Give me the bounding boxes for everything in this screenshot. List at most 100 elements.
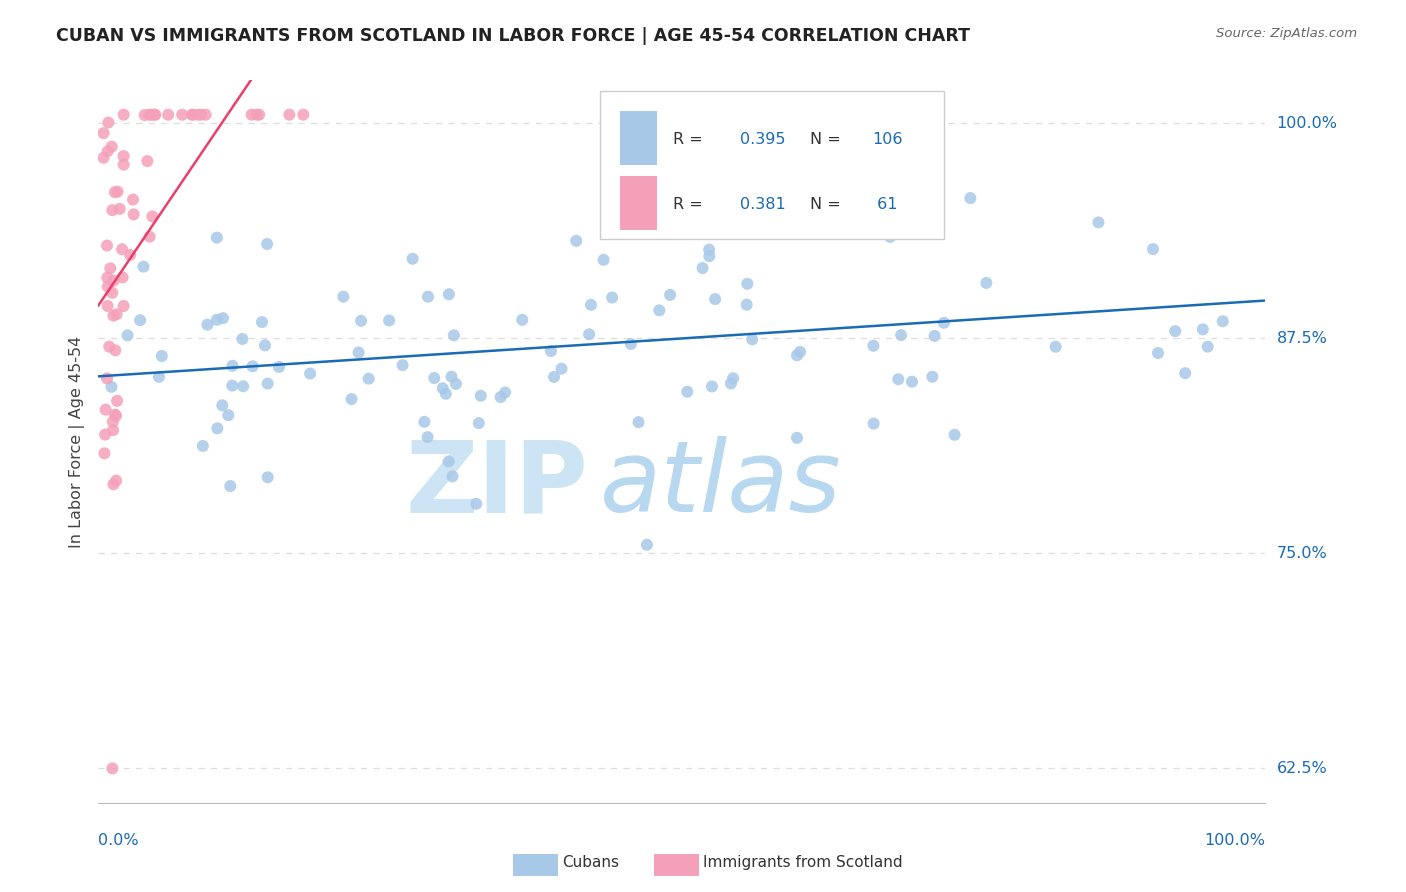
Point (799, 185, 821, 199)
Point (786, 431, 808, 445)
Point (540, 344, 562, 359)
Point (1087, 215, 1109, 229)
Point (134, 108, 156, 122)
Point (105, 474, 128, 488)
Point (101, 423, 124, 437)
Point (129, 313, 152, 327)
Text: 87.5%: 87.5% (1277, 331, 1327, 346)
Point (256, 237, 278, 252)
Point (217, 408, 239, 422)
FancyBboxPatch shape (600, 91, 945, 239)
Point (240, 108, 263, 122)
Text: 62.5%: 62.5% (1277, 761, 1327, 776)
Point (212, 311, 235, 326)
Point (221, 359, 243, 373)
Point (470, 389, 492, 403)
Point (890, 328, 912, 343)
Point (143, 108, 166, 122)
Point (416, 290, 439, 304)
Point (943, 427, 966, 442)
Point (96, 270, 118, 285)
Point (132, 260, 155, 274)
Point (143, 108, 166, 122)
Point (1142, 242, 1164, 256)
Point (636, 538, 658, 552)
Point (103, 477, 125, 491)
Point (181, 108, 204, 122)
Point (357, 372, 380, 386)
Point (94, 427, 117, 442)
Point (565, 234, 588, 248)
Point (786, 348, 808, 362)
Y-axis label: In Labor Force | Age 45-54: In Labor Force | Age 45-54 (69, 335, 86, 548)
Point (789, 345, 811, 359)
Point (205, 313, 228, 327)
Point (96, 371, 118, 385)
Point (620, 337, 643, 351)
Point (103, 309, 125, 323)
Point (1174, 366, 1197, 380)
Point (93, 446, 115, 460)
Point (932, 316, 955, 330)
Point (627, 415, 650, 429)
Point (98, 261, 121, 276)
Point (245, 108, 267, 122)
Point (1197, 340, 1219, 354)
Point (592, 252, 614, 267)
Point (413, 415, 436, 429)
Point (489, 390, 512, 404)
Point (122, 193, 145, 207)
Point (721, 371, 744, 385)
Point (391, 358, 413, 372)
Point (112, 149, 135, 163)
Point (901, 375, 924, 389)
Point (579, 298, 602, 312)
Text: 106: 106 (872, 132, 903, 147)
Point (211, 398, 233, 412)
Point (101, 761, 124, 775)
Point (103, 274, 125, 288)
Point (100, 139, 122, 153)
Text: 100.0%: 100.0% (1205, 833, 1265, 848)
Point (278, 108, 301, 122)
Text: 0.395: 0.395 (741, 132, 786, 147)
Point (578, 327, 600, 342)
Point (150, 349, 173, 363)
Text: N =: N = (810, 197, 841, 212)
Point (194, 108, 217, 122)
Text: atlas: atlas (600, 436, 842, 533)
Point (879, 230, 901, 244)
Point (416, 430, 439, 444)
Point (443, 328, 465, 343)
Point (97, 115, 120, 129)
Point (444, 376, 467, 391)
Point (108, 202, 131, 216)
Point (959, 191, 981, 205)
Point (242, 359, 264, 374)
Point (437, 454, 460, 468)
Point (187, 108, 209, 122)
Point (692, 261, 714, 276)
Point (256, 470, 278, 484)
Point (141, 108, 163, 122)
Point (172, 108, 194, 122)
Point (122, 207, 145, 221)
Point (841, 170, 863, 185)
Point (862, 339, 884, 353)
Point (197, 318, 219, 332)
Point (887, 372, 910, 386)
Point (600, 291, 623, 305)
Point (676, 384, 699, 399)
Bar (620, 111, 658, 165)
Point (190, 108, 212, 122)
Point (465, 497, 488, 511)
Point (112, 299, 135, 313)
Point (96, 238, 118, 252)
Point (93, 151, 115, 165)
Point (700, 379, 723, 393)
Point (191, 439, 214, 453)
Point (105, 307, 128, 321)
Point (468, 416, 491, 430)
Point (735, 298, 758, 312)
Point (550, 361, 572, 376)
